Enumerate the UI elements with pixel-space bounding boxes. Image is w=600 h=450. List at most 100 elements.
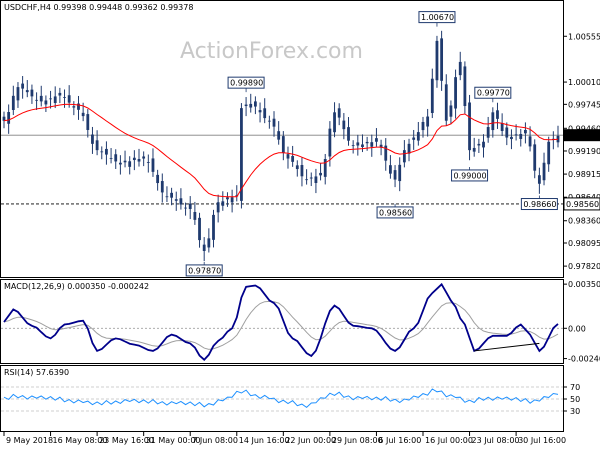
candle (472, 137, 476, 157)
candle (11, 85, 15, 116)
candle (477, 138, 481, 154)
candle (165, 186, 169, 203)
price-tick-label: 0.98360 (568, 217, 600, 226)
macd-trendline (474, 342, 540, 352)
candle (212, 209, 215, 248)
annotation-label: 0.97870 (188, 266, 221, 275)
candle-body (328, 128, 332, 157)
candle (240, 103, 243, 209)
time-tick-label: 16 Jul 00:00 (425, 436, 473, 445)
candle (21, 76, 25, 99)
candle (16, 82, 20, 108)
candle-body (430, 78, 434, 113)
candle (156, 169, 160, 191)
candle-body (226, 197, 229, 200)
candle-body (496, 110, 499, 119)
price-annotation: 0.99890 (227, 76, 265, 93)
candle (542, 152, 546, 186)
candle-body (295, 165, 299, 170)
candle-body (63, 97, 66, 98)
candle-body (389, 165, 392, 174)
time-tick-label: 30 Jul 16:00 (518, 436, 566, 445)
candle-body (416, 132, 420, 141)
candle-body (440, 38, 444, 81)
candle (426, 108, 430, 137)
annotation-box (451, 169, 489, 182)
time-tick-label: 16 May 08:00 (53, 436, 108, 445)
candle-body (7, 112, 11, 124)
candle (463, 61, 467, 114)
candle (114, 149, 118, 170)
candle (337, 103, 341, 126)
candle-body (35, 99, 38, 101)
candle (184, 202, 187, 216)
candle-body (105, 148, 108, 155)
macd-panel-title: MACD(12,26,9) 0.000350 -0.000242 (4, 282, 149, 291)
candle-body (384, 145, 388, 161)
candle (416, 122, 420, 146)
candle-body (49, 98, 52, 100)
candle (375, 128, 378, 147)
candle (263, 98, 267, 124)
candle (496, 102, 499, 129)
annotation-box (418, 11, 456, 24)
candle-body (300, 165, 304, 177)
candle (132, 150, 136, 171)
candle-body (72, 106, 76, 108)
candle-body (221, 201, 225, 206)
candle (226, 192, 229, 207)
candle-body (146, 162, 150, 163)
price-annotation: 0.99770 (474, 86, 512, 103)
candle (123, 150, 127, 168)
rsi-tick-label: 70 (570, 383, 580, 392)
candle-body (486, 127, 490, 138)
candle (468, 94, 471, 161)
support-level-label: 0.98560 (566, 200, 599, 209)
candle (202, 237, 206, 262)
candle-body (67, 95, 71, 103)
candle-body (379, 144, 383, 148)
candle-body (2, 116, 6, 121)
time-tick-label: 31 May 00:00 (146, 436, 201, 445)
candle-body (342, 120, 346, 130)
annotation-box (227, 76, 265, 89)
candle (291, 145, 295, 167)
candle (151, 148, 155, 177)
time-tick-label: 22 Jun 00:00 (285, 436, 336, 445)
candle (342, 113, 346, 140)
time-tick-label: 9 May 2018 (6, 436, 53, 445)
candle (458, 51, 462, 81)
candle (305, 169, 309, 185)
candle-body (449, 105, 453, 117)
candle (323, 153, 327, 185)
candle (510, 129, 513, 150)
candle (440, 30, 444, 91)
candle (486, 116, 490, 143)
candle-body (216, 202, 220, 213)
candle (253, 96, 257, 115)
candle-body (151, 158, 155, 172)
candle-body (77, 103, 80, 110)
candle (128, 156, 132, 175)
price-tick-label: 0.99460 (568, 124, 600, 133)
candle-body (426, 116, 430, 127)
candle (95, 130, 99, 156)
annotation-box (520, 198, 558, 211)
candle (309, 172, 313, 187)
candle (505, 122, 509, 146)
candle-body (356, 142, 360, 146)
macd-line (3, 282, 559, 361)
candlesticks (2, 30, 560, 262)
candle (137, 148, 141, 167)
candle (407, 138, 411, 162)
candle-body (524, 129, 527, 134)
candle-body (44, 100, 48, 105)
candle (49, 90, 52, 109)
rsi-layer (1, 386, 563, 412)
candle-body (305, 179, 309, 181)
candle-body (365, 141, 369, 144)
candle (170, 187, 173, 206)
candle-body (207, 238, 211, 248)
